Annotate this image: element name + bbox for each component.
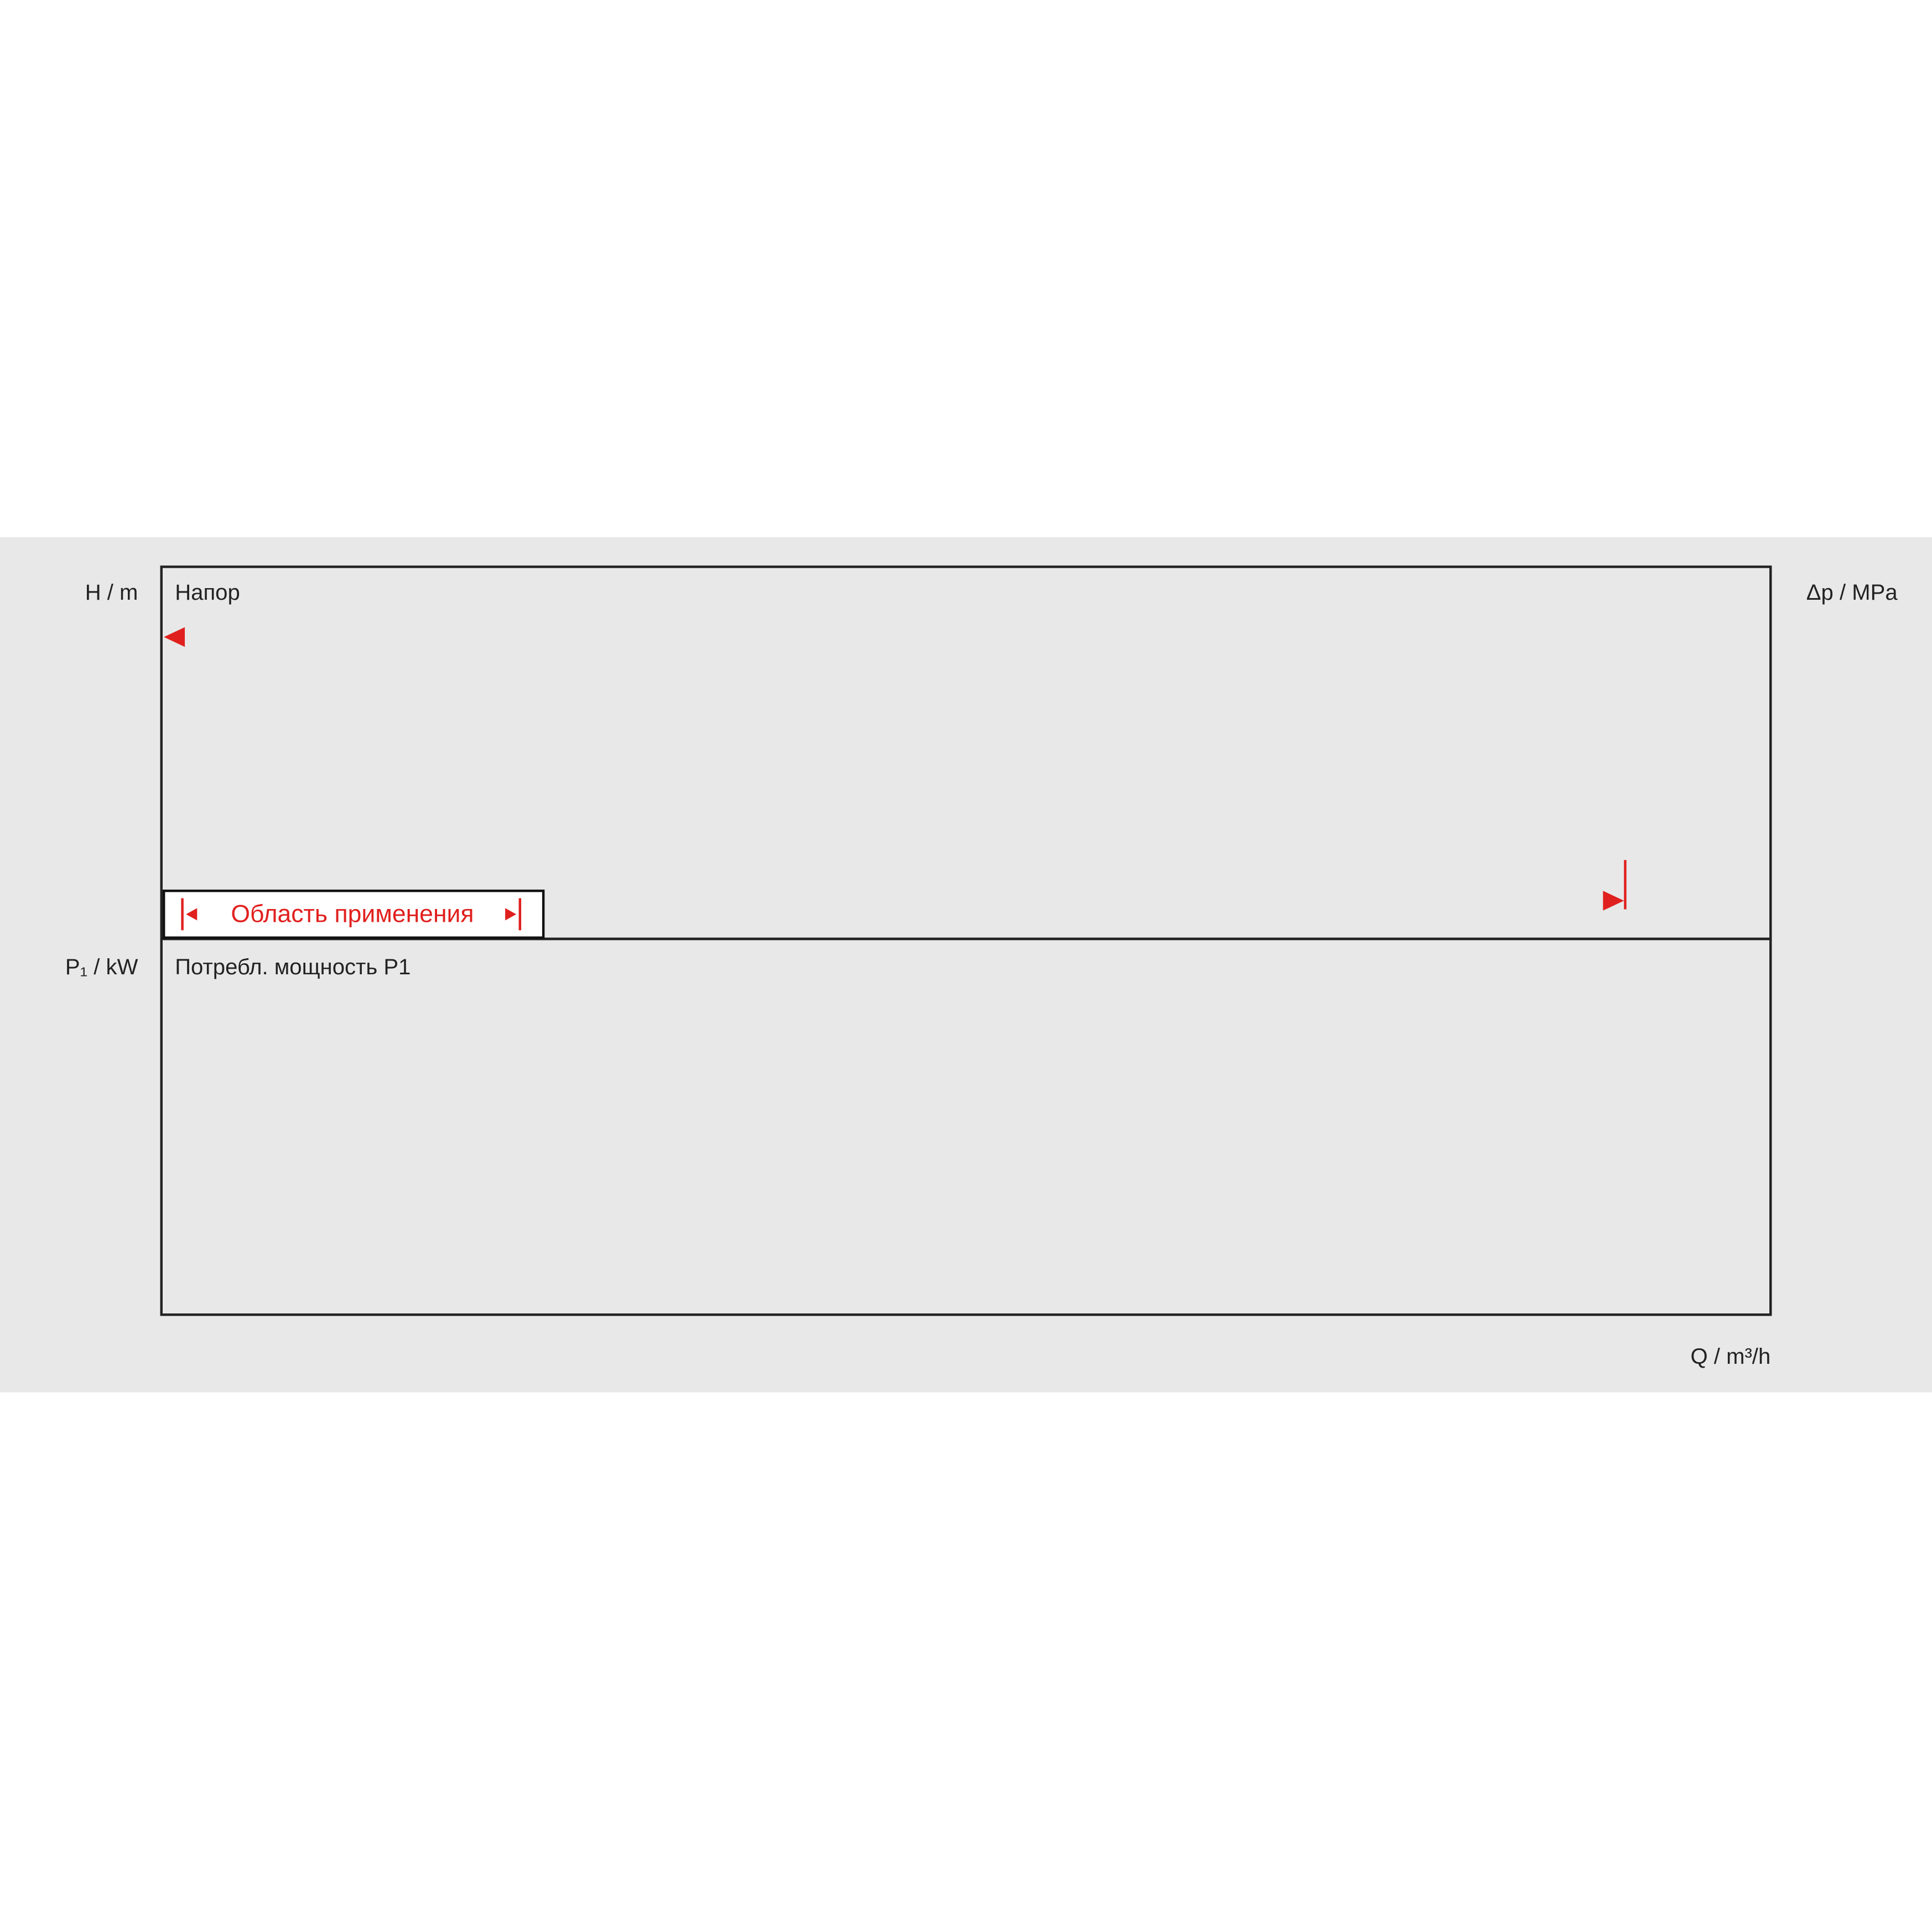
annotation-box bbox=[162, 889, 545, 939]
annotation: Область применения bbox=[231, 900, 474, 927]
range-arrow bbox=[186, 908, 198, 921]
plot-frame bbox=[160, 937, 1772, 1316]
application-range: Область применения bbox=[162, 627, 1627, 939]
panel-label: Потребл. мощность P1 bbox=[175, 955, 411, 979]
chart-band bbox=[0, 537, 1932, 1393]
y-axis-label: P₁ / kW bbox=[65, 955, 138, 979]
range-arrow bbox=[505, 908, 517, 921]
text-layer: Напор Потребл. мощность P1 H / m Δp / MP… bbox=[65, 580, 1898, 1369]
y2-axis-label: Δp / MPa bbox=[1806, 580, 1898, 605]
range-marker bbox=[164, 627, 185, 647]
y-axis-label: H / m bbox=[85, 580, 138, 605]
panel-label: Напор bbox=[175, 580, 240, 605]
range-marker bbox=[1603, 891, 1624, 911]
x-axis-label: Q / m³/h bbox=[1691, 1344, 1771, 1369]
